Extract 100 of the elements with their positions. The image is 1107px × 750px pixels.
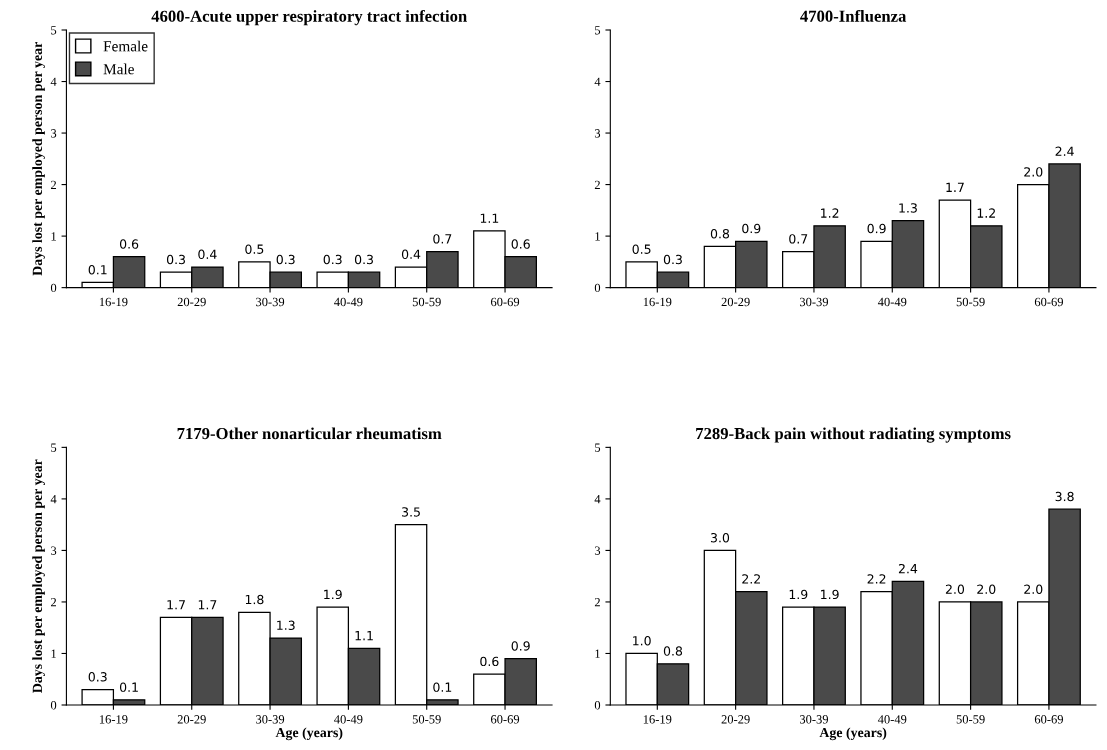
y-tick-label: 3 (51, 546, 57, 555)
x-tick-label: 50-59 (412, 297, 441, 307)
x-tick-label: 60-69 (491, 297, 520, 307)
data-label: 0.5 (245, 244, 264, 254)
data-label: 0.4 (401, 249, 421, 260)
chart-title: 7179-Other nonarticular rheumatism (177, 427, 442, 440)
data-label: 0.3 (354, 254, 373, 265)
x-tick-label: 16-19 (99, 715, 128, 724)
data-label: 2.2 (867, 574, 886, 584)
data-label: 1.1 (480, 213, 499, 223)
x-tick-label: 40-49 (334, 297, 363, 307)
data-label: 2.0 (977, 584, 996, 594)
data-label: 2.2 (742, 574, 760, 584)
x-tick-label: 30-39 (256, 297, 285, 307)
data-label: 2.4 (1055, 146, 1074, 156)
data-label: 2.0 (1024, 167, 1043, 177)
data-label: 0.3 (663, 254, 682, 265)
y-tick-label: 2 (594, 180, 600, 189)
y-tick-label: 3 (51, 129, 57, 138)
y-tick-label: 0 (50, 701, 57, 710)
x-tick-label: 50-59 (412, 715, 441, 724)
data-label: 0.3 (166, 254, 186, 265)
x-tick-label: 30-39 (799, 715, 829, 724)
x-tick-label: 16-19 (99, 297, 128, 307)
x-tick-label: 60-69 (491, 715, 520, 724)
data-label: 0.7 (433, 234, 452, 244)
x-axis-title: Age (years) (275, 727, 343, 741)
data-label: 0.7 (789, 234, 808, 244)
y-tick-label: 3 (594, 129, 601, 138)
data-label: 0.8 (710, 228, 730, 239)
data-label: 1.1 (355, 631, 373, 641)
x-tick-label: 20-29 (721, 715, 750, 724)
y-tick-label: 4 (50, 495, 57, 504)
chart-title: 4600-Acute upper respiratory tract infection (151, 9, 467, 26)
data-label: 0.3 (276, 254, 295, 265)
y-tick-label: 4 (594, 495, 601, 504)
data-label: 1.2 (977, 208, 995, 218)
x-tick-label: 60-69 (1034, 297, 1063, 307)
x-tick-label: 50-59 (956, 297, 985, 307)
y-tick-label: 2 (594, 598, 600, 607)
y-tick-label: 0 (594, 701, 601, 710)
data-label: 0.8 (663, 646, 683, 656)
y-tick-label: 1 (51, 649, 56, 658)
y-tick-label: 2 (51, 180, 57, 189)
legend-label: Female (103, 40, 148, 52)
data-label: 0.6 (511, 239, 530, 249)
data-label: 1.7 (946, 182, 964, 192)
data-label: 3.0 (710, 532, 730, 543)
data-label: 0.4 (198, 249, 217, 260)
legend-label: Male (103, 63, 134, 75)
y-tick-label: 5 (595, 26, 601, 35)
y-tick-label: 3 (594, 546, 601, 555)
data-label: 1.0 (633, 636, 651, 646)
y-axis-title: Days lost per employed person per year (32, 459, 45, 693)
data-label: 1.9 (324, 589, 342, 600)
data-label: 1.7 (198, 600, 217, 610)
x-tick-label: 20-29 (721, 297, 750, 307)
data-label: 0.1 (433, 682, 452, 692)
y-tick-label: 1 (595, 649, 600, 658)
data-label: 0.5 (632, 244, 651, 254)
y-tick-label: 5 (51, 26, 57, 35)
x-tick-label: 20-29 (177, 297, 206, 307)
x-tick-label: 30-39 (799, 297, 829, 307)
data-label: 1.7 (167, 600, 185, 610)
y-tick-label: 4 (50, 77, 57, 86)
y-axis-title: Days lost per employed person per year (32, 42, 45, 276)
data-label: 0.1 (88, 265, 107, 275)
data-label: 2.0 (1024, 584, 1043, 594)
data-label: 0.3 (323, 254, 342, 265)
chart-title: 4700-Influenza (800, 9, 907, 22)
y-tick-label: 4 (594, 77, 601, 86)
data-label: 1.3 (899, 203, 917, 213)
data-label: 0.1 (119, 682, 138, 692)
data-label: 1.9 (821, 589, 839, 600)
data-label: 1.8 (245, 594, 264, 605)
chart-title: 7289-Back pain without radiating symptoms (696, 427, 1011, 443)
x-tick-label: 16-19 (643, 715, 672, 724)
data-label: 1.9 (789, 589, 808, 600)
data-label: 0.9 (867, 223, 886, 234)
data-label: 1.2 (821, 208, 839, 218)
data-label: 0.9 (511, 641, 530, 651)
y-tick-label: 5 (51, 443, 57, 452)
x-tick-label: 16-19 (643, 297, 672, 307)
x-tick-label: 40-49 (877, 297, 907, 307)
x-tick-label: 30-39 (256, 715, 285, 724)
data-label: 3.5 (402, 507, 420, 517)
x-tick-label: 60-69 (1034, 715, 1063, 724)
data-label: 3.8 (1055, 491, 1074, 502)
y-tick-label: 2 (51, 598, 57, 607)
y-tick-label: 0 (50, 283, 57, 293)
y-tick-label: 5 (595, 443, 601, 452)
data-label: 2.0 (945, 584, 965, 594)
x-tick-label: 40-49 (877, 715, 907, 724)
y-tick-label: 0 (594, 283, 601, 293)
x-tick-label: 20-29 (177, 715, 206, 724)
x-tick-label: 40-49 (334, 715, 363, 724)
data-label: 2.4 (898, 563, 918, 574)
data-label: 1.3 (277, 620, 295, 631)
x-axis-title: Age (years) (819, 727, 887, 741)
data-label: 0.3 (88, 672, 107, 682)
